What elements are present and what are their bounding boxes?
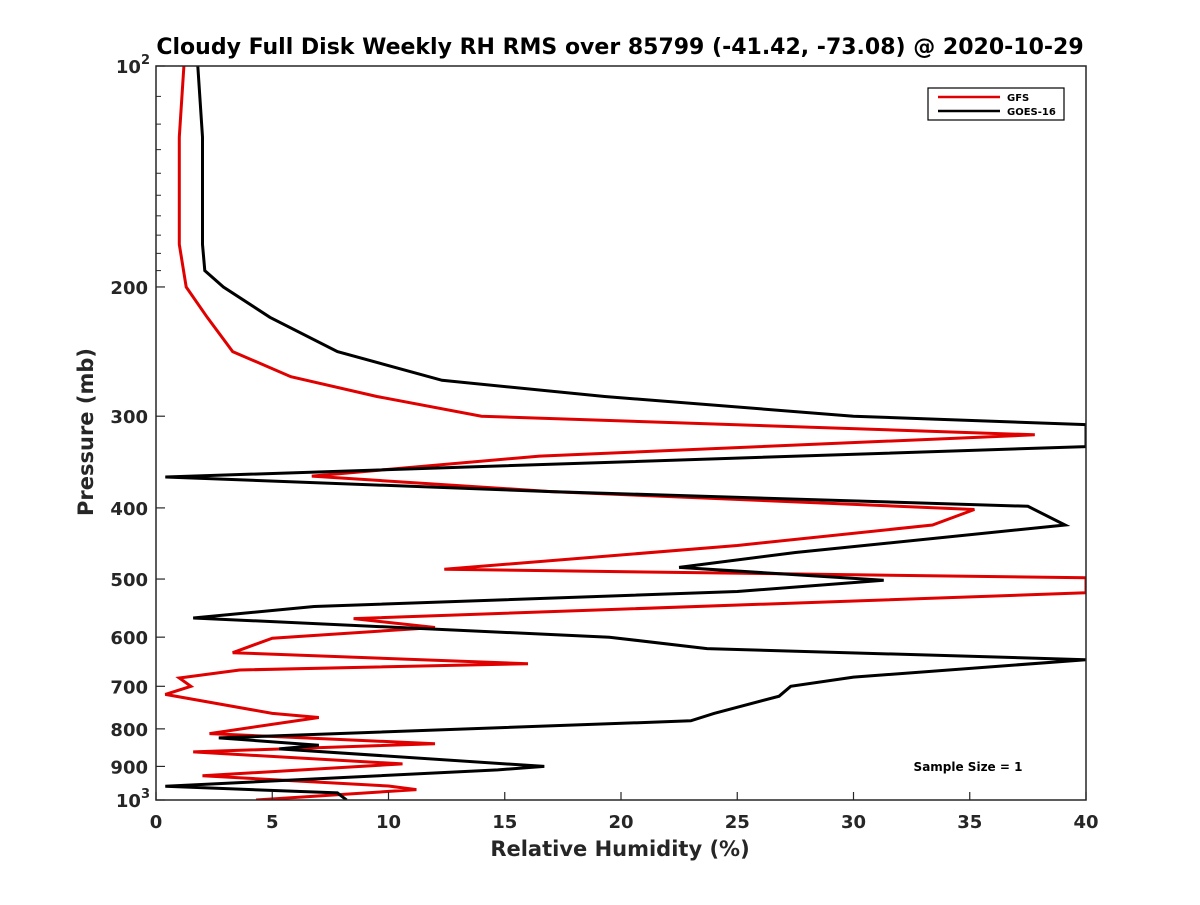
y-tick-label: 200	[110, 278, 148, 299]
x-tick-label: 40	[1073, 812, 1098, 833]
chart-title: Cloudy Full Disk Weekly RH RMS over 8579…	[156, 35, 1083, 60]
x-tick-label: 25	[725, 812, 750, 833]
y-axis-ticks: 102 200 300 400 500 600 700 800 900 103	[110, 53, 165, 812]
x-tick-label: 10	[376, 812, 401, 833]
x-axis-label: Relative Humidity (%)	[490, 837, 749, 861]
x-tick-label: 5	[266, 812, 279, 833]
y-tick-label: 700	[110, 677, 148, 698]
series-lines	[164, 66, 1086, 800]
x-axis-ticks: 0 5 10 15 20 25 30 35 40	[150, 792, 1099, 833]
series-line-gfs	[164, 66, 1086, 800]
x-tick-label: 15	[492, 812, 517, 833]
y-tick-label: 800	[110, 720, 148, 741]
y-tick-label: 102	[116, 53, 150, 78]
y-tick-label: 300	[110, 407, 148, 428]
y-tick-label: 600	[110, 628, 148, 649]
y-tick-label: 900	[110, 757, 148, 778]
legend-label-goes-16: GOES-16	[1007, 107, 1056, 118]
y-tick-label: 400	[110, 499, 148, 520]
legend-label-gfs: GFS	[1007, 93, 1029, 104]
legend: GFS GOES-16	[927, 87, 1065, 121]
x-tick-label: 0	[150, 812, 163, 833]
legend-box	[927, 87, 1065, 121]
sample-size-annotation: Sample Size = 1	[914, 760, 1023, 774]
series-line-goes-16	[165, 66, 1086, 800]
y-tick-label: 103	[116, 787, 150, 812]
x-tick-label: 30	[841, 812, 866, 833]
y-axis-label: Pressure (mb)	[74, 348, 98, 516]
x-tick-label: 20	[608, 812, 633, 833]
y-tick-label: 500	[110, 570, 148, 591]
x-tick-label: 35	[957, 812, 982, 833]
